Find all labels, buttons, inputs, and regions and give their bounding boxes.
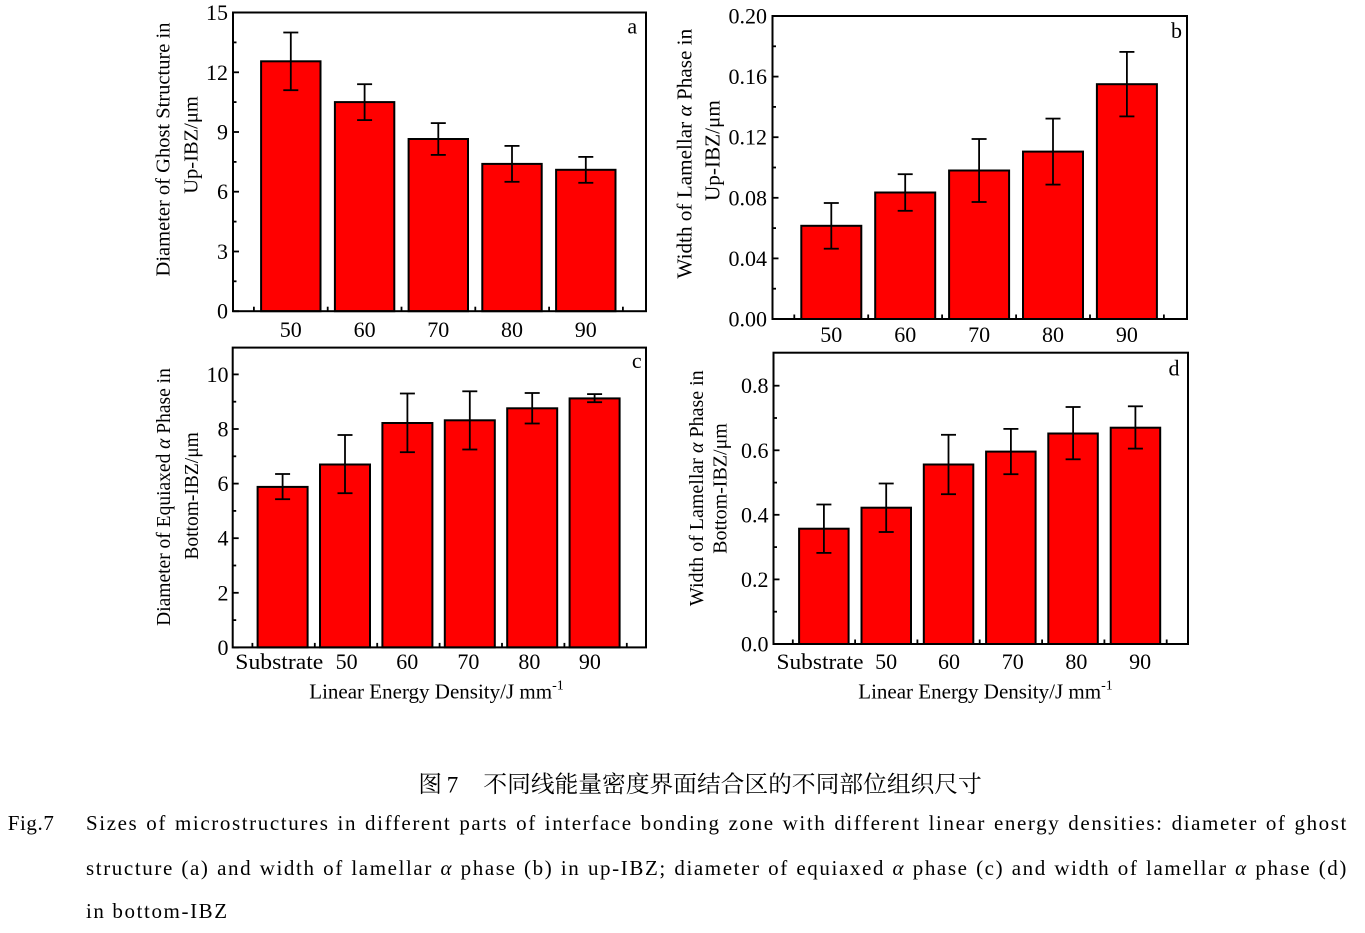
svg-text:50: 50 [280,317,302,342]
svg-text:Bottom-IBZ/μm: Bottom-IBZ/μm [710,423,732,554]
svg-text:12: 12 [206,60,228,85]
svg-text:c: c [632,348,642,373]
svg-text:2: 2 [218,580,229,605]
svg-text:4: 4 [218,526,229,551]
svg-text:90: 90 [1116,322,1138,347]
svg-text:d: d [1169,355,1180,380]
svg-text:0.0: 0.0 [741,632,769,657]
svg-text:Width of Lamellar α Phase in: Width of Lamellar α Phase in [672,28,696,278]
svg-text:6: 6 [218,471,229,496]
svg-text:60: 60 [396,649,418,674]
svg-text:3: 3 [217,239,228,264]
svg-text:0.16: 0.16 [729,64,768,89]
svg-text:Substrate: Substrate [777,649,864,674]
svg-text:Width of Lamellar α Phase in: Width of Lamellar α Phase in [686,370,708,606]
svg-text:80: 80 [501,317,523,342]
svg-text:Diameter of Ghost Structure in: Diameter of Ghost Structure in [153,23,175,277]
svg-text:9: 9 [217,120,228,145]
svg-text:a: a [627,14,637,39]
svg-text:15: 15 [206,0,228,25]
svg-text:6: 6 [217,179,228,204]
svg-text:7: 7 [447,772,459,797]
svg-text:50: 50 [820,322,842,347]
svg-text:Substrate: Substrate [235,649,323,674]
svg-text:b: b [1171,18,1182,43]
svg-text:0.6: 0.6 [741,438,769,463]
svg-text:Diameter of Equiaxed α Phase i: Diameter of Equiaxed α Phase in [154,368,175,626]
svg-text:50: 50 [875,649,897,674]
svg-text:0.8: 0.8 [741,373,769,398]
svg-text:0: 0 [218,635,229,660]
svg-text:60: 60 [894,322,916,347]
svg-text:0.2: 0.2 [741,567,769,592]
svg-text:50: 50 [336,649,358,674]
svg-text:80: 80 [1042,322,1064,347]
svg-text:60: 60 [354,317,376,342]
svg-text:Linear Energy Density/J mm-1: Linear Energy Density/J mm-1 [309,679,563,704]
svg-text:70: 70 [968,322,990,347]
svg-text:0.12: 0.12 [729,125,768,150]
svg-text:90: 90 [579,649,601,674]
svg-text:90: 90 [1129,649,1151,674]
svg-text:0.20: 0.20 [729,4,768,29]
svg-text:10: 10 [207,362,229,387]
svg-text:Up-IBZ/μm: Up-IBZ/μm [180,96,202,194]
svg-text:8: 8 [218,417,229,442]
svg-text:Bottom-IBZ/μm: Bottom-IBZ/μm [182,432,203,559]
svg-text:60: 60 [938,649,960,674]
svg-text:0.08: 0.08 [729,185,768,210]
svg-text:0.04: 0.04 [729,246,768,271]
svg-text:70: 70 [457,649,479,674]
svg-text:70: 70 [427,317,449,342]
svg-text:Linear Energy Density/J mm-1: Linear Energy Density/J mm-1 [858,679,1112,704]
svg-text:0: 0 [217,299,228,324]
svg-text:0.4: 0.4 [741,502,769,527]
svg-text:80: 80 [1065,649,1087,674]
svg-text:80: 80 [518,649,540,674]
svg-text:0.00: 0.00 [729,307,768,332]
svg-text:70: 70 [1002,649,1024,674]
svg-text:90: 90 [575,317,597,342]
svg-text:Up-IBZ/μm: Up-IBZ/μm [700,100,724,201]
